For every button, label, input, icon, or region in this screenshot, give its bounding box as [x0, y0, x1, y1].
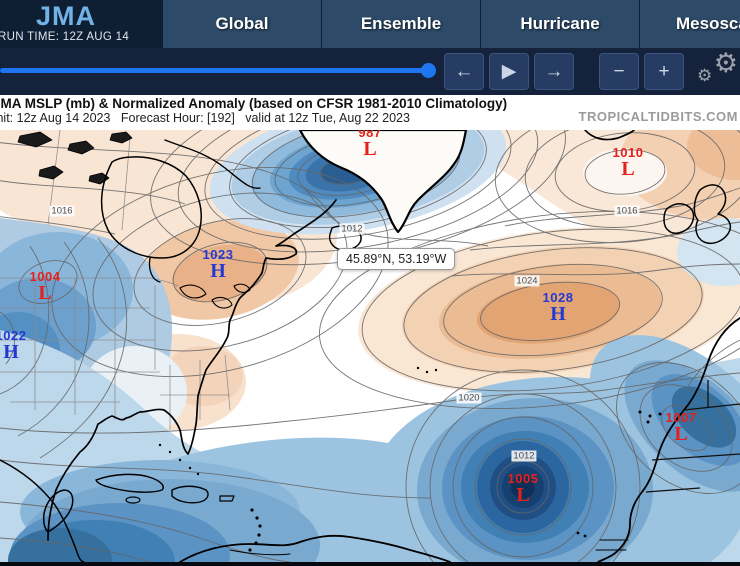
- gear-icon-small: ⚙: [697, 66, 713, 85]
- slider-fill: [0, 68, 430, 73]
- chart-title: JMA MSLP (mb) & Normalized Anomaly (base…: [0, 96, 508, 111]
- top-nav: JMA RUN TIME: 12Z AUG 14 Global Ensemble H…: [0, 0, 740, 48]
- title-bar: JMA MSLP (mb) & Normalized Anomaly (base…: [0, 95, 740, 130]
- isobar-label: 1012: [511, 450, 537, 462]
- pressure-center-1028: 1028 H: [542, 290, 574, 325]
- isobar-label: 1020: [456, 392, 482, 404]
- pressure-center-1023: 1023 H: [202, 247, 234, 282]
- pressure-center-987: 987 L: [358, 130, 382, 160]
- isobar-label: 1016: [49, 205, 75, 217]
- zoom-in-button[interactable]: +: [644, 53, 684, 90]
- step-forward-button[interactable]: →: [534, 53, 574, 90]
- slider-knob[interactable]: [421, 63, 437, 78]
- tab-mesoscale[interactable]: Mesoscale: [640, 0, 740, 48]
- run-time-label: RUN TIME: 12Z AUG 14: [0, 31, 130, 43]
- tab-hurricane[interactable]: Hurricane: [481, 0, 639, 48]
- settings-gear-icon[interactable]: ⚙ ⚙: [697, 48, 740, 93]
- pressure-center-1022: 1022H: [0, 328, 27, 363]
- watermark: TROPICALTIDBITS.COM: [578, 109, 738, 124]
- frame-slider[interactable]: [0, 62, 740, 78]
- isobar-label: 1024: [514, 275, 540, 287]
- map-artwork: [0, 130, 740, 562]
- tab-ensemble[interactable]: Ensemble: [322, 0, 480, 48]
- gear-icon-large: ⚙: [713, 48, 738, 78]
- chart-subtitle: Init: 12z Aug 14 2023 Forecast Hour: [19…: [0, 111, 410, 125]
- control-bar: ← ▶ → − + ⚙ ⚙: [0, 48, 740, 95]
- pressure-center-1007: 1007 L: [665, 410, 697, 445]
- zoom-out-button[interactable]: −: [599, 53, 639, 90]
- step-back-button[interactable]: ←: [444, 53, 484, 90]
- bottom-divider: [0, 562, 740, 566]
- cursor-coords-tooltip: 45.89°N, 53.19°W: [337, 248, 456, 270]
- nav-tabs: GlobalEnsembleHurricaneMesoscale: [163, 0, 740, 48]
- isobar-label: 1016: [614, 205, 640, 217]
- pressure-center-1010: 1010 L: [612, 145, 644, 180]
- pressure-center-1004: 1004 L: [29, 269, 61, 304]
- isobar-label: 1012: [339, 223, 365, 235]
- tab-global[interactable]: Global: [163, 0, 321, 48]
- pressure-center-1005: 1005 L: [507, 471, 539, 506]
- frame-buttons: ← ▶ → − +: [444, 53, 689, 90]
- play-button[interactable]: ▶: [489, 53, 529, 90]
- site-logo[interactable]: JMA: [36, 1, 97, 31]
